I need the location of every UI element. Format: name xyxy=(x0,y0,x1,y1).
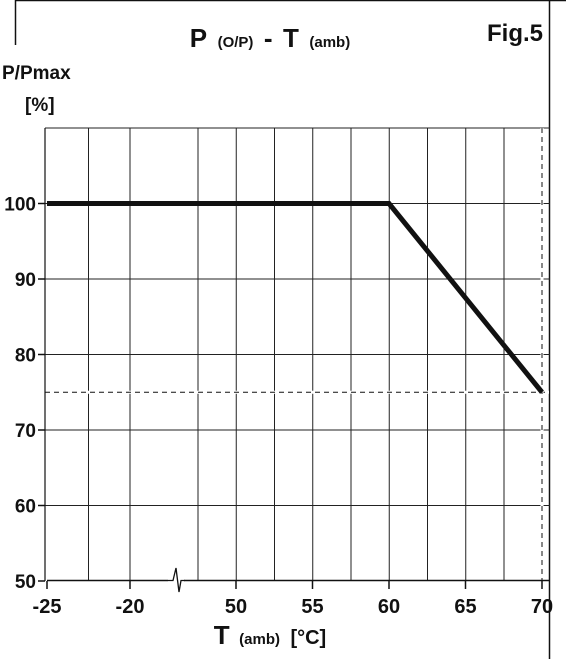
series-group xyxy=(47,201,544,394)
y-axis-label: P/Pmax xyxy=(2,63,71,84)
x-tick-label-50: 50 xyxy=(225,596,247,618)
figure-label: Fig.5 xyxy=(487,20,543,47)
x-tick-labels: -25 -20 50 55 60 65 70 xyxy=(33,596,554,618)
reference-lines xyxy=(45,128,550,581)
series-line-0 xyxy=(47,201,544,394)
axis-break xyxy=(168,566,185,593)
x-tick-label--25: -25 xyxy=(33,596,62,618)
grid-horizontal xyxy=(45,127,550,506)
y-tick-label-80: 80 xyxy=(15,346,36,367)
x-tick-label-60: 60 xyxy=(378,596,400,618)
y-tick-label-90: 90 xyxy=(15,270,36,291)
x-tick-label-55: 55 xyxy=(301,596,323,618)
y-tick-label-70: 70 xyxy=(15,421,36,442)
y-tick-label-50: 50 xyxy=(15,572,36,593)
x-tick-label--20: -20 xyxy=(116,596,145,618)
y-tick-label-100: 100 xyxy=(4,195,36,216)
x-tick-label-65: 65 xyxy=(454,596,476,618)
y-axis-unit: [%] xyxy=(25,95,55,116)
y-tick-labels: 50 60 70 80 90 100 xyxy=(4,195,36,594)
x-axis-label: T (amb) [°C] xyxy=(214,620,326,650)
x-tick-label-70: 70 xyxy=(531,596,553,618)
chart-title: P (O/P) - T (amb) xyxy=(190,23,350,53)
y-tick-label-60: 60 xyxy=(15,497,36,518)
axis-ticks xyxy=(38,202,543,589)
